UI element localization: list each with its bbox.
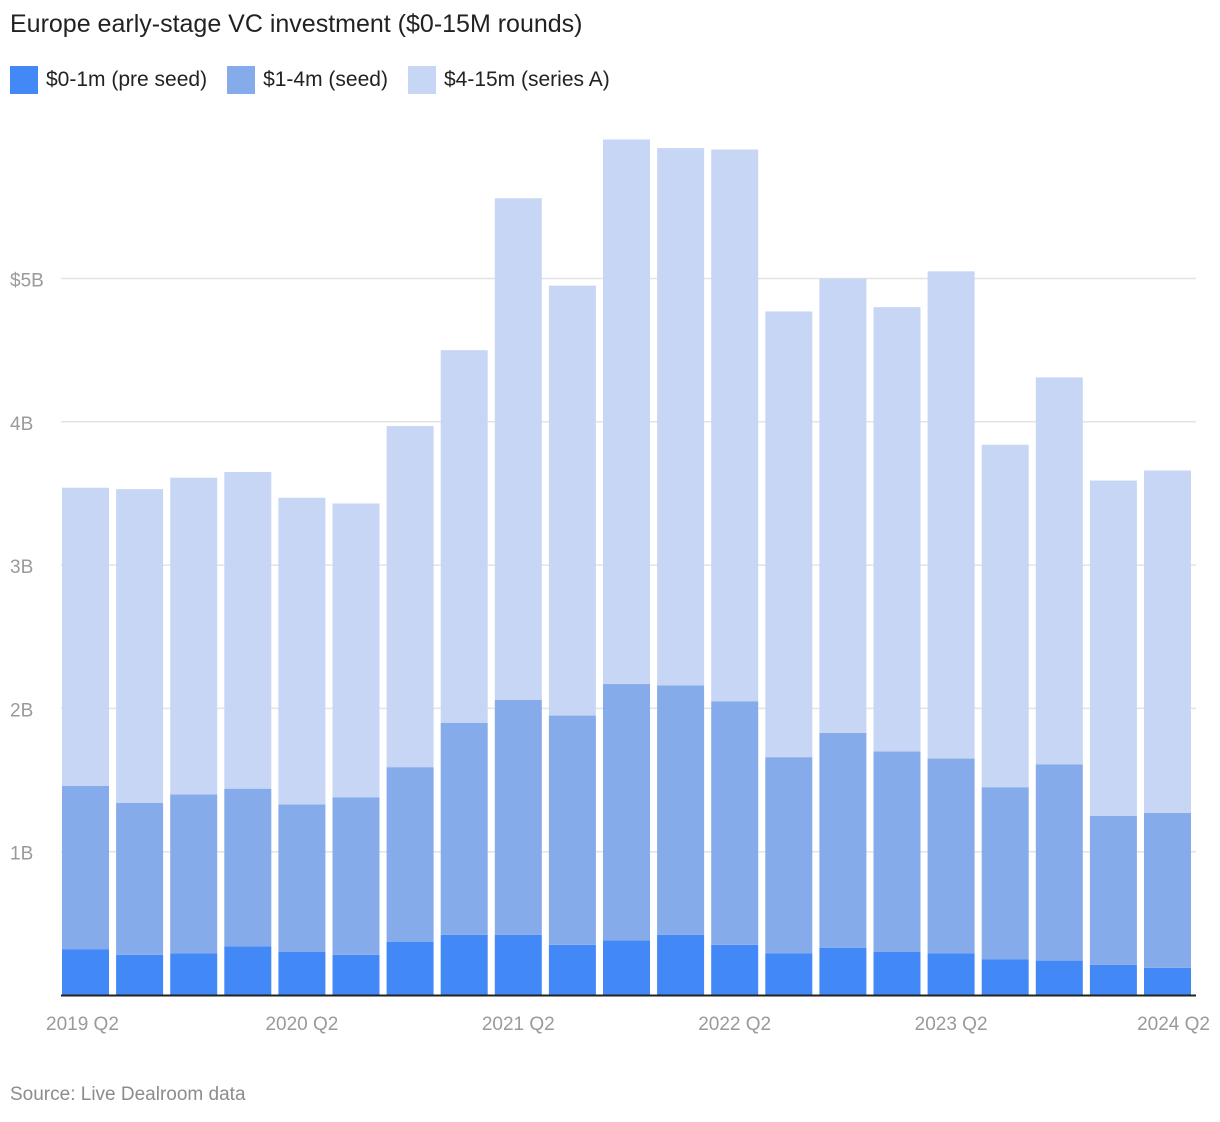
bar-2024-q1-series-3 xyxy=(1089,480,1137,816)
legend-swatch-series-a xyxy=(407,66,436,94)
legend-item-series-a: $4-15m (series A) xyxy=(407,66,610,94)
x-tick-label-2022-q2: 2022 Q2 xyxy=(698,1014,771,1035)
bar-2019-q2-series-3 xyxy=(62,487,109,786)
bar-2024-q2-series-1 xyxy=(1144,967,1191,995)
bar-2021-q1-series-1 xyxy=(440,934,488,995)
bar-2021-q1-series-3 xyxy=(440,350,488,723)
bar-2020-q1-series-2 xyxy=(224,788,272,947)
y-tick-label-4b: 4B xyxy=(10,414,33,435)
bar-2020-q4-series-3 xyxy=(386,426,434,768)
chart-title: Europe early-stage VC investment ($0-15M… xyxy=(10,10,583,38)
legend-item-pre-seed: $0-1m (pre seed) xyxy=(10,66,207,94)
bar-2022-q2-series-3 xyxy=(711,149,759,702)
bar-2021-q3-series-1 xyxy=(548,944,596,995)
x-tick-label-2019-q2: 2019 Q2 xyxy=(46,1014,119,1035)
bar-2020-q2-series-3 xyxy=(278,497,326,805)
bar-2024-q2-series-2 xyxy=(1144,813,1191,968)
bar-2021-q3-series-3 xyxy=(548,285,596,716)
bar-2022-q1-series-2 xyxy=(657,685,705,935)
legend-item-seed: $1-4m (seed) xyxy=(227,66,388,94)
bar-2021-q2-series-1 xyxy=(494,934,542,995)
bar-2021-q2-series-3 xyxy=(494,198,542,700)
bar-2023-q3-series-3 xyxy=(981,444,1029,788)
bar-2024-q1-series-2 xyxy=(1089,815,1137,965)
bar-2022-q2-series-2 xyxy=(711,701,759,945)
bar-2020-q1-series-1 xyxy=(224,946,272,995)
x-tick-label-2024-q2: 2024 Q2 xyxy=(1137,1014,1210,1035)
bar-2022-q4-series-1 xyxy=(819,947,867,995)
bar-2023-q3-series-1 xyxy=(981,959,1029,995)
bar-2020-q2-series-1 xyxy=(278,952,326,995)
bar-2019-q3-series-3 xyxy=(116,489,164,803)
bar-2023-q1-series-1 xyxy=(873,952,921,995)
bar-2022-q1-series-1 xyxy=(657,934,705,995)
source-note: Source: Live Dealroom data xyxy=(10,1084,246,1105)
bar-2021-q3-series-2 xyxy=(548,715,596,945)
y-tick-label-5b: $5B xyxy=(10,271,44,292)
bar-2023-q3-series-2 xyxy=(981,787,1029,960)
bar-2020-q3-series-1 xyxy=(332,954,380,995)
bar-2021-q1-series-2 xyxy=(440,722,488,935)
legend-swatch-seed xyxy=(227,66,256,94)
y-tick-label-1b: 1B xyxy=(10,844,33,865)
legend-label-pre-seed: $0-1m (pre seed) xyxy=(46,68,208,91)
bar-2022-q3-series-1 xyxy=(765,953,813,995)
bar-2022-q4-series-3 xyxy=(819,278,867,733)
bar-2022-q3-series-3 xyxy=(765,311,813,758)
bar-2023-q2-series-1 xyxy=(927,953,975,995)
bar-2021-q4-series-2 xyxy=(603,684,650,941)
bar-2019-q4-series-3 xyxy=(170,477,218,795)
bar-2020-q3-series-2 xyxy=(332,797,380,955)
bar-2021-q4-series-3 xyxy=(603,139,650,685)
bar-2023-q2-series-3 xyxy=(927,271,975,759)
bar-2022-q4-series-2 xyxy=(819,732,867,948)
bar-2020-q4-series-2 xyxy=(386,767,434,942)
bar-2023-q4-series-2 xyxy=(1035,764,1083,961)
bar-2022-q1-series-3 xyxy=(657,148,705,686)
legend-swatch-pre-seed xyxy=(10,66,38,94)
bar-2019-q4-series-1 xyxy=(170,953,218,995)
bar-2019-q2-series-2 xyxy=(62,785,109,950)
x-tick-label-2023-q2: 2023 Q2 xyxy=(915,1014,988,1035)
bar-2021-q4-series-1 xyxy=(603,940,650,995)
y-tick-label-3b: 3B xyxy=(10,557,33,578)
bar-2023-q1-series-3 xyxy=(873,307,921,752)
bar-2020-q3-series-3 xyxy=(332,503,380,798)
bar-2019-q4-series-2 xyxy=(170,794,218,954)
y-tick-label-2b: 2B xyxy=(10,700,33,721)
bar-2020-q1-series-3 xyxy=(224,471,272,789)
bar-2023-q1-series-2 xyxy=(873,751,921,953)
x-tick-label-2021-q2: 2021 Q2 xyxy=(482,1014,555,1035)
legend-label-seed: $1-4m (seed) xyxy=(263,68,388,91)
legend-label-series-a: $4-15m (series A) xyxy=(443,68,610,91)
bar-2020-q2-series-2 xyxy=(278,804,326,953)
bar-2019-q3-series-1 xyxy=(116,954,164,995)
bar-2024-q1-series-1 xyxy=(1089,964,1137,995)
bar-2021-q2-series-2 xyxy=(494,699,542,935)
bar-2023-q4-series-3 xyxy=(1035,377,1083,765)
bar-2023-q4-series-1 xyxy=(1035,960,1083,995)
bar-2022-q2-series-1 xyxy=(711,944,759,995)
bar-2019-q3-series-2 xyxy=(116,802,164,955)
bar-2022-q3-series-2 xyxy=(765,757,813,954)
bar-2019-q2-series-1 xyxy=(62,949,109,995)
bar-2023-q2-series-2 xyxy=(927,758,975,954)
x-tick-label-2020-q2: 2020 Q2 xyxy=(265,1014,338,1035)
bar-2020-q4-series-1 xyxy=(386,941,434,995)
chart-legend: $0-1m (pre seed) $1-4m (seed) $4-15m (se… xyxy=(10,66,610,94)
stacked-bar-chart: 1B 2B 3B 4B $5B 2019 Q2 2020 Q2 2021 Q2 2022 Q2 2… xyxy=(10,139,1210,1035)
bar-2024-q2-series-3 xyxy=(1144,470,1191,814)
